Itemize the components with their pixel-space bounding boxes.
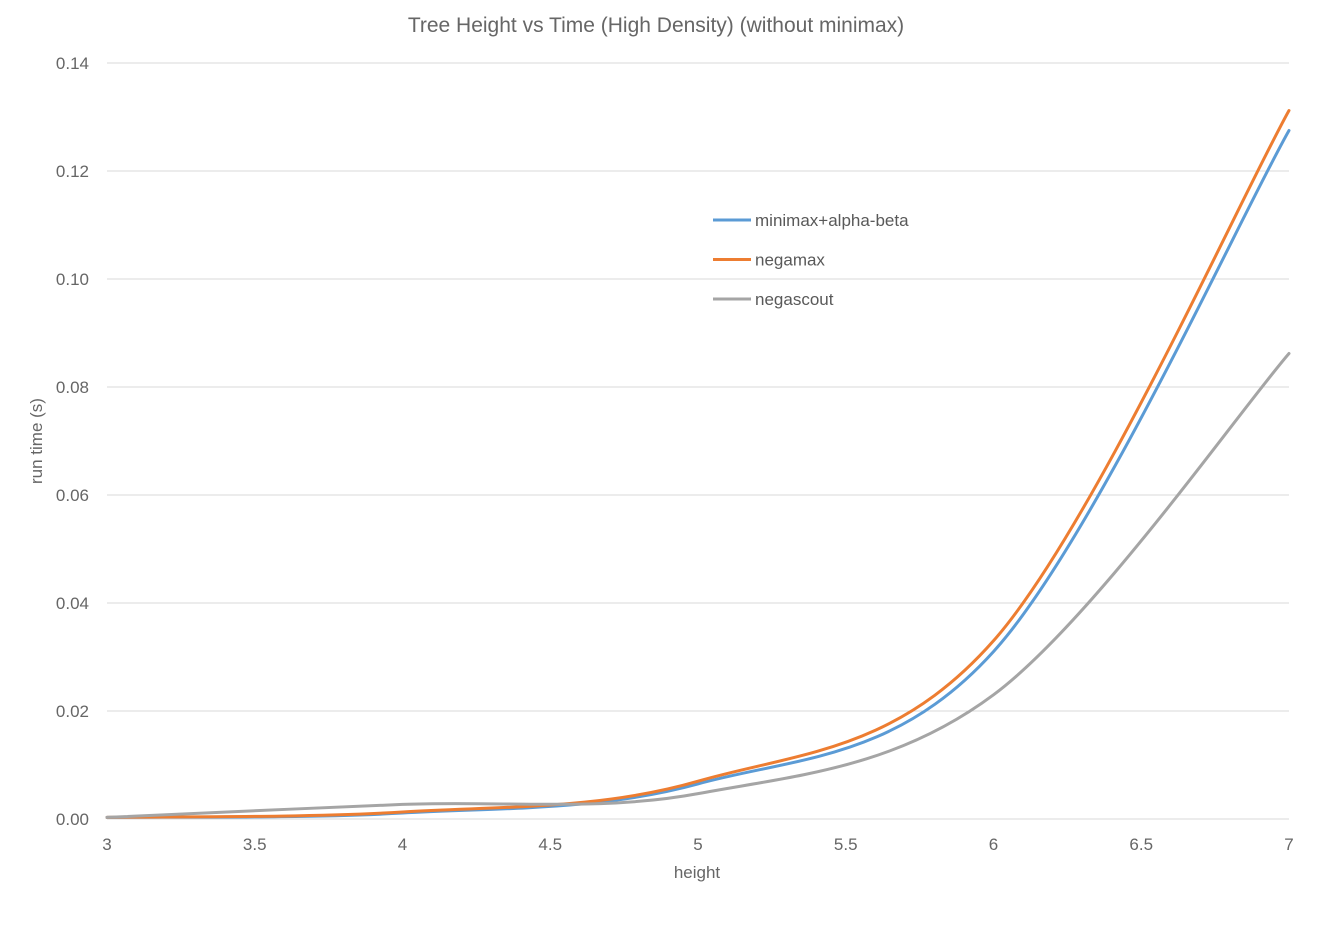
y-axis-title: run time (s): [27, 398, 46, 484]
y-tick-label: 0.14: [56, 54, 89, 73]
x-axis-ticks: 3 3.5 4 4.5 5 5.5 6 6.5 7: [102, 835, 1293, 854]
legend-label: minimax+alpha-beta: [755, 211, 909, 230]
y-tick-label: 0.08: [56, 378, 89, 397]
legend-label: negascout: [755, 290, 834, 309]
legend: minimax+alpha-beta negamax negascout: [713, 211, 909, 309]
legend-label: negamax: [755, 251, 825, 270]
series-line-minimax-alpha-beta: [105, 129, 1291, 819]
y-tick-label: 0.04: [56, 594, 89, 613]
series-line-negascout: [105, 352, 1291, 819]
x-tick-label: 3.5: [243, 835, 267, 854]
y-tick-label: 0.06: [56, 486, 89, 505]
x-tick-label: 4.5: [538, 835, 562, 854]
x-tick-label: 6.5: [1129, 835, 1153, 854]
x-axis-title: height: [674, 863, 721, 882]
x-tick-label: 5: [693, 835, 702, 854]
series-lines: [105, 109, 1291, 819]
y-axis-ticks: 0.00 0.02 0.04 0.06 0.08 0.10 0.12 0.14: [56, 54, 89, 829]
x-tick-label: 4: [398, 835, 407, 854]
series-line-negamax: [105, 109, 1291, 819]
x-tick-label: 6: [989, 835, 998, 854]
y-tick-label: 0.12: [56, 162, 89, 181]
x-tick-label: 5.5: [834, 835, 858, 854]
y-tick-label: 0.02: [56, 702, 89, 721]
x-tick-label: 7: [1284, 835, 1293, 854]
y-tick-label: 0.00: [56, 810, 89, 829]
gridlines: [107, 62, 1289, 712]
x-tick-label: 3: [102, 835, 111, 854]
y-tick-label: 0.10: [56, 270, 89, 289]
chart-title: Tree Height vs Time (High Density) (with…: [408, 14, 904, 37]
